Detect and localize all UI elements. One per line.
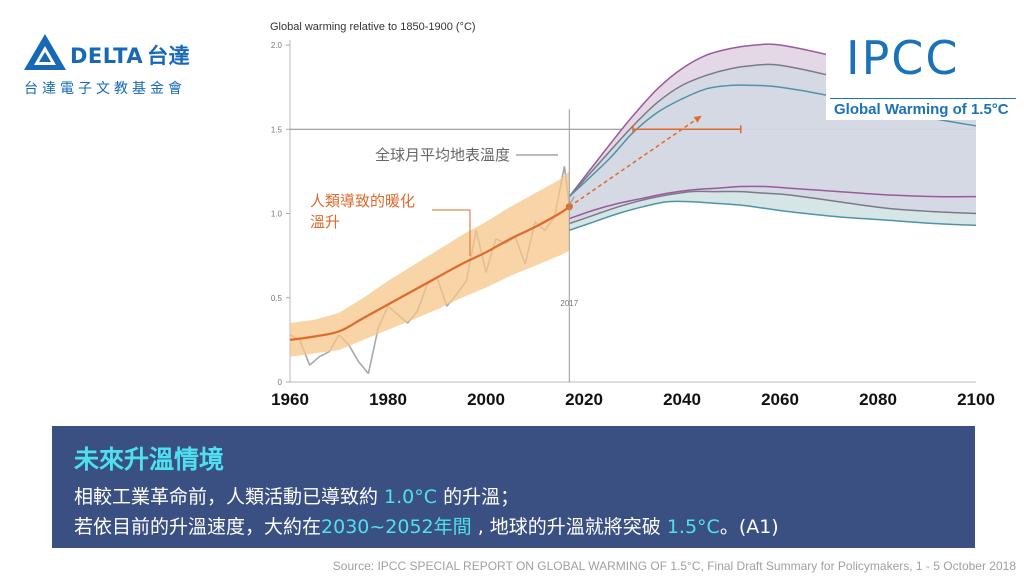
ipcc-logo-box: IPCC Global Warming of 1.5°C (826, 28, 1016, 120)
x-tick-label: 2060 (761, 390, 799, 409)
year-marker-label: 2017 (560, 299, 578, 308)
source-citation: Source: IPCC SPECIAL REPORT ON GLOBAL WA… (332, 559, 1016, 573)
axis-layer: Global warming relative to 1850-1900 (°C… (270, 21, 995, 409)
line1-highlight: 1.0°C (384, 486, 438, 508)
panel-title: 未來升溫情境 (74, 445, 225, 474)
x-tick-label: 1980 (369, 390, 407, 409)
projection-line (569, 190, 977, 225)
projection-line (569, 185, 977, 220)
line2-highlight-temp: 1.5°C (666, 516, 720, 538)
y-tick-label: 0.5 (271, 294, 283, 303)
ipcc-logo: IPCC (846, 31, 960, 85)
y-tick-label: 1.0 (271, 210, 283, 219)
human-label-line1: 人類導致的暖化 (310, 192, 415, 210)
chart-title: Global warming relative to 1850-1900 (°C… (270, 21, 476, 33)
x-tick-label: 1960 (271, 390, 309, 409)
scenario-panel: 未來升溫情境 相較工業革命前，人類活動已導致約 1.0°C 的升溫； 若依目前的… (52, 426, 975, 548)
observed-label: 全球月平均地表溫度 (375, 146, 510, 164)
line1-text-b: 的升溫； (437, 486, 520, 508)
y-tick-label: 0 (278, 378, 283, 387)
x-tick-label: 2040 (663, 390, 701, 409)
y-tick-label: 1.5 (271, 125, 283, 134)
human-induced-line (289, 205, 570, 341)
human-label-line2: 溫升 (310, 213, 340, 231)
line2-text-b: , 地球的升溫就將突破 (471, 516, 667, 538)
x-tick-label: 2100 (957, 390, 995, 409)
line2-highlight-years: 2030~2052年間 (321, 516, 472, 538)
projection-line (569, 200, 977, 232)
x-tick-label: 2080 (859, 390, 897, 409)
panel-line-2: 若依目前的升溫速度，大約在2030~2052年間 , 地球的升溫就將突破 1.5… (74, 512, 779, 539)
line1-text-a: 相較工業革命前，人類活動已導致約 (74, 486, 385, 508)
line2-text-c: 。(A1) (719, 516, 779, 538)
foundation-name: 台達電子文教基金會 (24, 81, 186, 97)
x-tick-label: 2020 (565, 390, 603, 409)
delta-logo: DELTA 台達 台達電子文教基金會 (22, 32, 212, 102)
delta-triangle-icon (24, 34, 66, 70)
human-leader (432, 209, 471, 256)
delta-brand-name: DELTA 台達 (70, 44, 191, 68)
likely-range-band (290, 171, 570, 357)
ipcc-subtitle-bar: Global Warming of 1.5°C (830, 98, 1016, 121)
ipcc-subtitle: Global Warming of 1.5°C (834, 101, 1009, 118)
projection-arrow-line (568, 115, 703, 208)
x-tick-label: 2000 (467, 390, 505, 409)
panel-line-1: 相較工業革命前，人類活動已導致約 1.0°C 的升溫； (74, 482, 519, 509)
line2-text-a: 若依目前的升溫速度，大約在 (74, 516, 322, 538)
projection-arrow-head (693, 115, 702, 123)
y-tick-label: 2.0 (271, 41, 283, 50)
